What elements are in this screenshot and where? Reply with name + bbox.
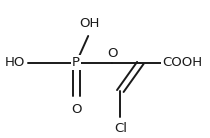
Text: P: P — [72, 56, 80, 69]
Text: HO: HO — [5, 56, 25, 69]
Text: O: O — [107, 47, 118, 60]
Text: OH: OH — [79, 17, 99, 30]
Text: COOH: COOH — [163, 56, 203, 69]
Text: O: O — [71, 103, 81, 116]
Text: Cl: Cl — [114, 122, 127, 135]
